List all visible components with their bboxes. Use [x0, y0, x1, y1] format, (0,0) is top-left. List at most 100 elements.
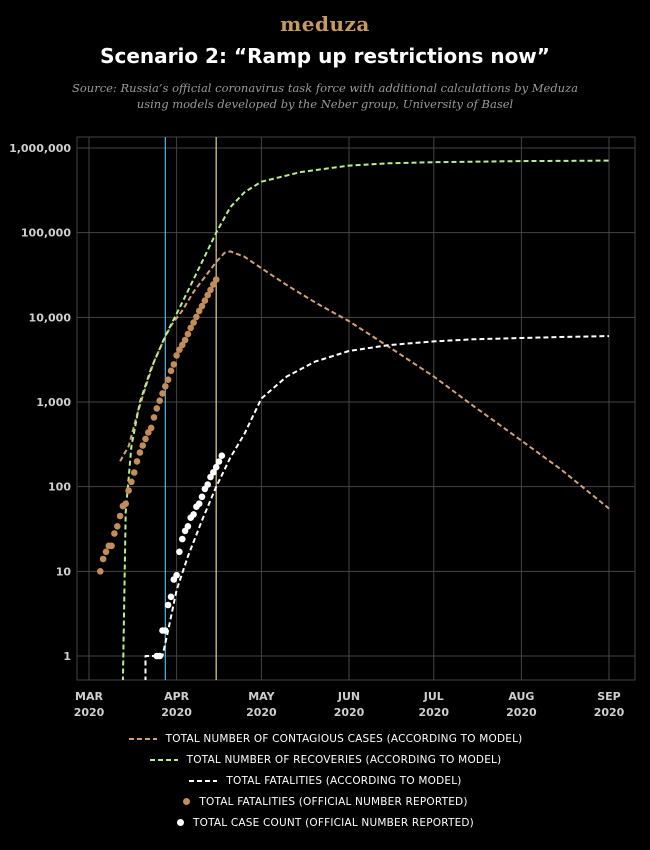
x-tick-label-year: 2020 — [506, 706, 537, 719]
data-point — [142, 435, 149, 443]
meduza-logo: meduza — [280, 12, 370, 36]
data-point — [173, 571, 180, 579]
data-point — [156, 397, 163, 405]
x-tick-label-year: 2020 — [161, 706, 192, 719]
data-point — [128, 478, 135, 486]
data-point — [150, 414, 158, 421]
data-point — [136, 449, 144, 456]
legend-label: TOTAL FATALITIES (OFFICIAL NUMBER REPORT… — [199, 795, 468, 808]
y-tick-label: 1,000 — [36, 396, 71, 409]
x-tick-label-year: 2020 — [418, 706, 449, 719]
data-point — [195, 500, 203, 508]
x-tick-label-month: APR — [164, 690, 190, 703]
data-point — [97, 568, 104, 575]
x-tick-label-year: 2020 — [74, 706, 105, 719]
model-line-3 — [144, 335, 610, 680]
data-point — [198, 302, 206, 310]
legend-item: TOTAL FATALITIES (ACCORDING TO MODEL) — [0, 770, 650, 791]
source-line-2: using models developed by the Neber grou… — [136, 97, 514, 111]
y-tick-label: 100,000 — [21, 227, 71, 240]
source-line-1: Source: Russia’s official coronavirus ta… — [71, 81, 579, 95]
y-tick-label: 1 — [63, 650, 71, 663]
dot-series-1 — [97, 276, 220, 575]
legend-item: TOTAL NUMBER OF CONTAGIOUS CASES (ACCORD… — [0, 728, 650, 749]
data-point — [193, 313, 200, 321]
data-point — [164, 376, 172, 384]
plot-frame — [76, 136, 636, 681]
source-note: Source: Russia’s official coronavirus ta… — [60, 80, 590, 112]
data-point — [114, 523, 121, 530]
x-tick-label-month: MAY — [248, 690, 275, 703]
legend-marker — [183, 798, 191, 805]
data-point — [156, 652, 163, 660]
data-point — [116, 512, 124, 520]
data-point — [218, 452, 226, 460]
data-point — [170, 361, 178, 368]
data-point — [111, 530, 118, 537]
legend-marker — [128, 737, 157, 740]
y-tick-label: 100 — [48, 481, 71, 494]
chart-plot: 1 10 100 1,000 10,000 100,000 1,000,000 MAR 2020… — [9, 136, 636, 719]
data-point — [125, 487, 132, 494]
data-point — [162, 383, 169, 390]
data-point — [102, 548, 110, 556]
data-point — [130, 469, 138, 476]
legend-label: TOTAL CASE COUNT (OFFICIAL NUMBER REPORT… — [193, 816, 474, 829]
model-line-2 — [121, 159, 610, 680]
x-tick-label-month: AUG — [508, 690, 534, 703]
legend-item: TOTAL CASE COUNT (OFFICIAL NUMBER REPORT… — [0, 812, 650, 833]
legend-label: TOTAL NUMBER OF RECOVERIES (ACCORDING TO… — [186, 753, 502, 766]
data-point — [212, 463, 220, 471]
legend-marker — [149, 758, 178, 761]
legend-marker — [189, 779, 218, 782]
data-point — [176, 346, 183, 354]
data-point — [187, 324, 194, 332]
data-point — [167, 593, 175, 601]
legend-marker — [177, 819, 184, 826]
x-tick-label-year: 2020 — [334, 706, 365, 719]
data-point — [153, 405, 161, 412]
x-tick-label-year: 2020 — [594, 706, 625, 719]
y-tick-label: 10,000 — [29, 311, 72, 324]
data-point — [99, 555, 107, 563]
data-point — [204, 481, 211, 488]
data-point — [198, 493, 206, 501]
data-point — [173, 352, 180, 359]
data-point — [162, 627, 169, 634]
data-point — [204, 291, 211, 299]
data-point — [195, 307, 203, 315]
model-line-1 — [119, 250, 610, 510]
data-point — [133, 458, 141, 465]
data-point — [167, 367, 175, 375]
data-point — [184, 330, 192, 338]
x-tick-label-month: JUN — [337, 690, 360, 703]
data-point — [122, 500, 129, 508]
data-point — [190, 511, 197, 518]
dot-series-2 — [153, 452, 226, 660]
data-point — [207, 286, 214, 294]
data-point — [215, 458, 223, 465]
data-point — [179, 341, 186, 349]
legend-label: TOTAL NUMBER OF CONTAGIOUS CASES (ACCORD… — [165, 732, 523, 745]
chart-legend: TOTAL NUMBER OF CONTAGIOUS CASES (ACCORD… — [0, 728, 650, 833]
data-point — [164, 601, 172, 609]
chart-title: Scenario 2: “Ramp up restrictions now” — [100, 44, 550, 68]
data-point — [176, 548, 183, 556]
series-group — [97, 159, 610, 680]
data-point — [181, 336, 189, 344]
legend-item: TOTAL NUMBER OF RECOVERIES (ACCORDING TO… — [0, 749, 650, 770]
data-point — [108, 542, 115, 550]
data-point — [159, 390, 166, 397]
data-point — [210, 469, 217, 476]
data-point — [147, 424, 155, 432]
data-point — [179, 535, 186, 543]
legend-item: TOTAL FATALITIES (OFFICIAL NUMBER REPORT… — [0, 791, 650, 812]
data-point — [210, 281, 217, 288]
data-point — [190, 319, 197, 326]
y-tick-label: 1,000,000 — [9, 142, 71, 155]
legend-label: TOTAL FATALITIES (ACCORDING TO MODEL) — [226, 774, 462, 787]
x-tick-label-month: MAR — [75, 690, 103, 703]
data-point — [212, 276, 220, 283]
x-tick-label-month: SEP — [597, 690, 621, 703]
data-point — [139, 442, 146, 449]
